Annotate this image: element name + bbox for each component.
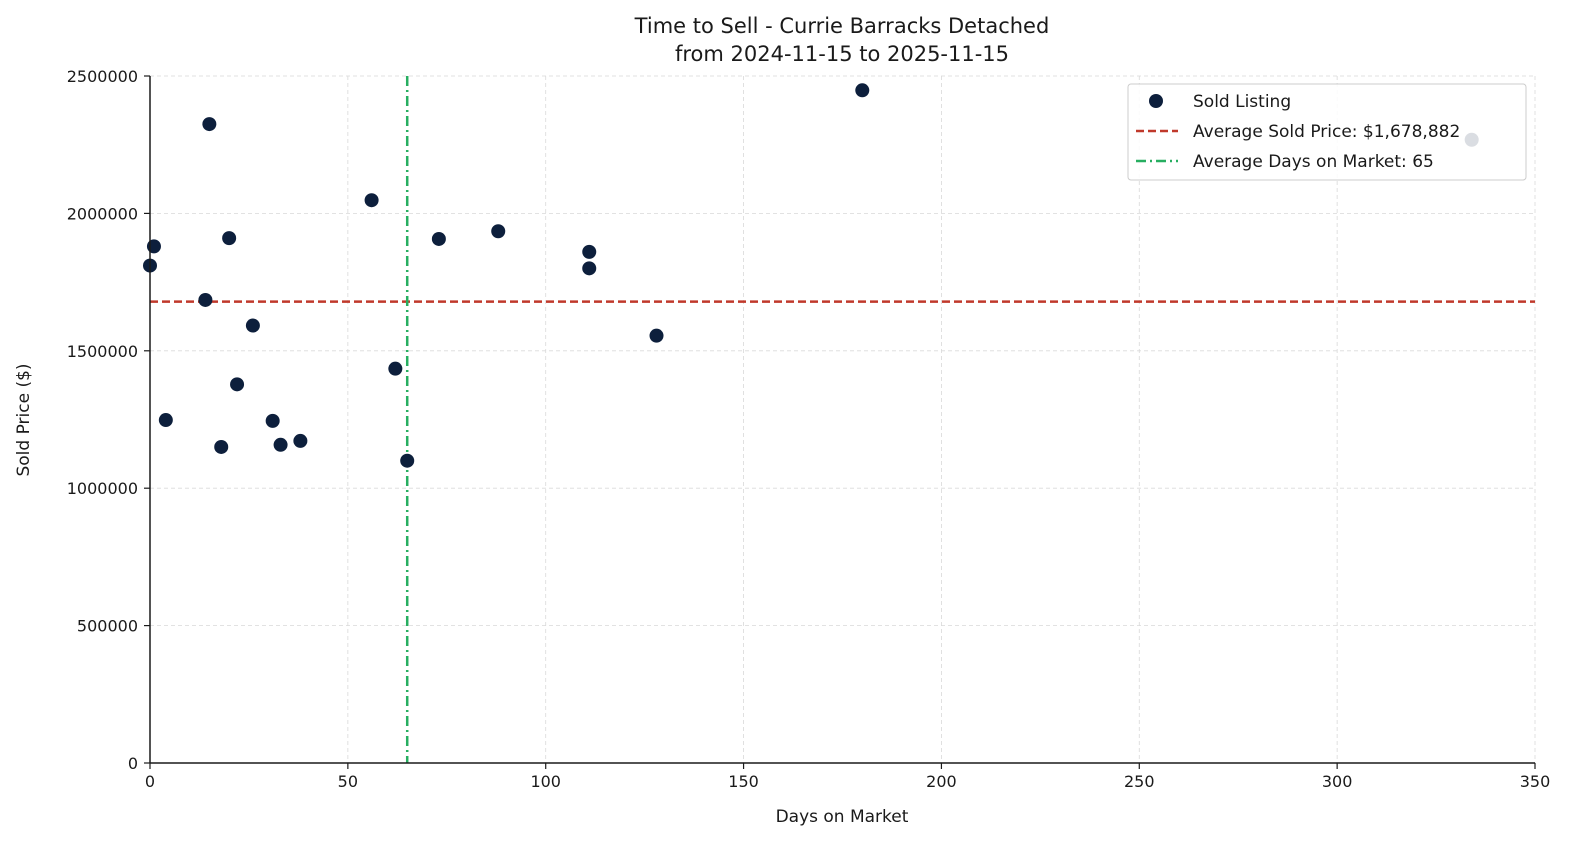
x-tick-label-100: 100: [530, 772, 561, 791]
y-tick-label-1000000: 1000000: [67, 479, 138, 498]
y-tick-label-0: 0: [128, 754, 138, 773]
data-points: [143, 83, 1479, 468]
axes: [144, 75, 1536, 769]
y-tick-label-2000000: 2000000: [67, 204, 138, 223]
data-point-13: [364, 193, 379, 208]
data-point-17: [491, 224, 506, 239]
x-tick-label-0: 0: [145, 772, 155, 791]
legend-marker-sold-listing: [1149, 94, 1163, 108]
data-point-4: [198, 292, 213, 307]
data-point-14: [388, 361, 403, 376]
data-point-21: [855, 83, 870, 98]
legend: Sold Listing Average Sold Price: $1,678,…: [1127, 83, 1527, 181]
x-axis-label: Days on Market: [776, 807, 909, 827]
data-point-20: [649, 328, 664, 343]
tick-labels: 0 50 100 150 200 250 300 350 0 500000 1000000 15000…: [67, 67, 1551, 791]
x-tick-label-300: 300: [1322, 772, 1353, 791]
data-point-18: [582, 244, 597, 259]
data-point-16: [431, 231, 446, 246]
legend-label-sold-listing: Sold Listing: [1193, 92, 1291, 112]
data-point-11: [273, 437, 288, 452]
reference-lines: [150, 76, 1535, 763]
data-point-10: [265, 413, 280, 428]
x-tick-label-150: 150: [728, 772, 759, 791]
y-tick-label-500000: 500000: [77, 617, 138, 636]
grid-lines: [149, 75, 1536, 764]
x-tick-label-200: 200: [926, 772, 957, 791]
legend-frame: [1127, 83, 1527, 181]
x-tick-label-350: 350: [1520, 772, 1551, 791]
data-point-9: [245, 318, 260, 333]
x-tick-label-250: 250: [1124, 772, 1155, 791]
data-point-7: [222, 231, 237, 246]
legend-label-average-price: Average Sold Price: $1,678,882: [1193, 122, 1460, 142]
data-point-2: [146, 239, 161, 254]
y-tick-label-1500000: 1500000: [67, 342, 138, 361]
data-point-15: [400, 453, 415, 468]
data-point-12: [293, 433, 308, 448]
chart-title-line-1: Time to Sell - Currie Barracks Detached: [634, 14, 1050, 38]
chart-title-line-2: from 2024-11-15 to 2025-11-15: [675, 42, 1009, 66]
data-point-19: [582, 261, 597, 276]
data-point-5: [202, 117, 217, 132]
legend-label-average-days: Average Days on Market: 65: [1193, 152, 1434, 172]
x-tick-label-50: 50: [338, 772, 358, 791]
y-axis-label: Sold Price ($): [14, 363, 34, 476]
data-point-8: [230, 377, 245, 392]
data-point-6: [214, 439, 229, 454]
y-tick-label-2500000: 2500000: [67, 67, 138, 86]
data-point-3: [158, 413, 173, 428]
